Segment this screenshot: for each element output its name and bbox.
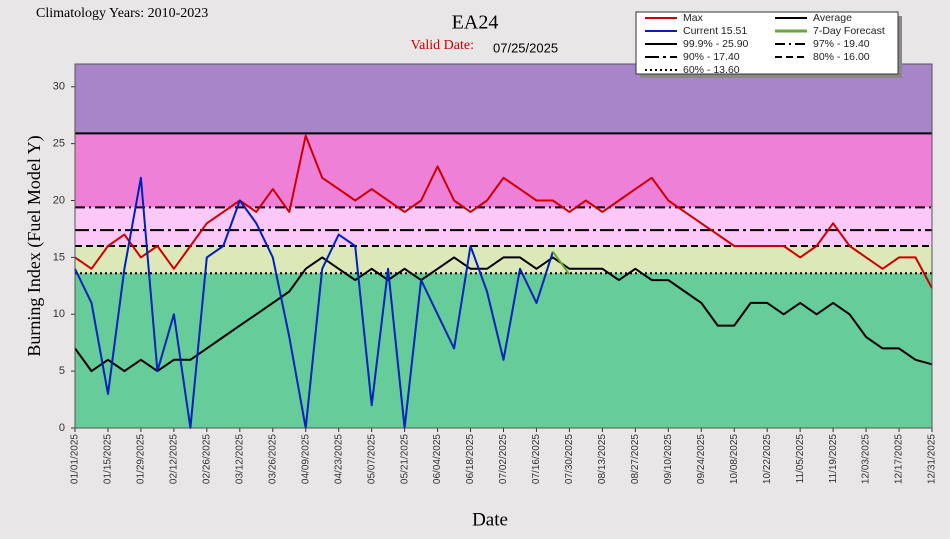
legend-label: 80% - 16.00 [813,51,870,63]
valid-date-label: Valid Date: [411,38,474,53]
x-tick-label: 03/12/2025 [234,434,245,484]
x-tick-label: 09/10/2025 [663,434,674,484]
series-line [74,176,554,429]
x-tick-label: 10/08/2025 [729,434,740,484]
y-axis-label: Burning Index (Fuel Model Y) [24,135,45,356]
climatology-note: Climatology Years: 2010-2023 [36,6,208,21]
y-tick-label: 0 [59,422,65,434]
legend-label: Current 15.51 [683,25,747,37]
legend-label: Max [683,12,704,24]
legend-label: 7-Day Forecast [813,25,885,37]
threshold-band [75,246,932,274]
x-tick-label: 12/17/2025 [894,434,905,484]
x-tick-label: 07/30/2025 [564,434,575,484]
y-tick-label: 10 [53,308,65,320]
threshold-band [75,273,932,428]
x-tick-label: 06/04/2025 [432,434,443,484]
x-tick-label: 01/29/2025 [136,434,147,484]
legend [635,11,899,75]
series-line [552,251,571,275]
y-tick-label: 25 [53,138,65,150]
x-tick-label: 06/18/2025 [465,434,476,484]
y-tick-label: 15 [53,251,65,263]
x-tick-label: 04/23/2025 [333,434,344,484]
x-tick-label: 11/19/2025 [828,434,839,484]
x-tick-label: 09/24/2025 [696,434,707,484]
threshold-band [75,207,932,246]
series-line [74,256,933,373]
valid-date: 07/25/2025 [493,40,558,55]
chart-title: EA24 [452,12,499,34]
legend-label: Average [813,12,852,24]
legend-label: 99.9% - 25.90 [683,38,749,50]
x-tick-label: 07/16/2025 [531,434,542,484]
legend-label: 90% - 17.40 [683,51,740,63]
series-line [74,134,933,289]
x-tick-label: 05/07/2025 [366,434,377,484]
y-tick-label: 5 [59,365,65,377]
x-tick-label: 08/27/2025 [630,434,641,484]
y-tick-label: 30 [53,81,65,93]
y-tick-label: 20 [53,194,65,206]
x-tick-label: 01/01/2025 [70,434,81,484]
legend-label: 60% - 13.60 [683,64,740,76]
legend-label: 97% - 19.40 [813,38,870,50]
x-tick-label: 12/31/2025 [927,434,938,484]
x-tick-label: 02/12/2025 [169,434,180,484]
x-tick-label: 03/26/2025 [267,434,278,484]
x-tick-label: 12/03/2025 [861,434,872,484]
x-tick-label: 11/05/2025 [795,434,806,484]
x-tick-label: 10/22/2025 [762,434,773,484]
x-tick-label: 04/09/2025 [300,434,311,484]
x-tick-label: 01/15/2025 [103,434,114,484]
plot-frame [74,63,933,429]
x-tick-label: 08/13/2025 [597,434,608,484]
threshold-band [75,133,932,208]
x-tick-label: 02/26/2025 [201,434,212,484]
x-axis-label: Date [472,509,508,530]
x-tick-label: 05/21/2025 [399,434,410,484]
x-tick-label: 07/02/2025 [498,434,509,484]
